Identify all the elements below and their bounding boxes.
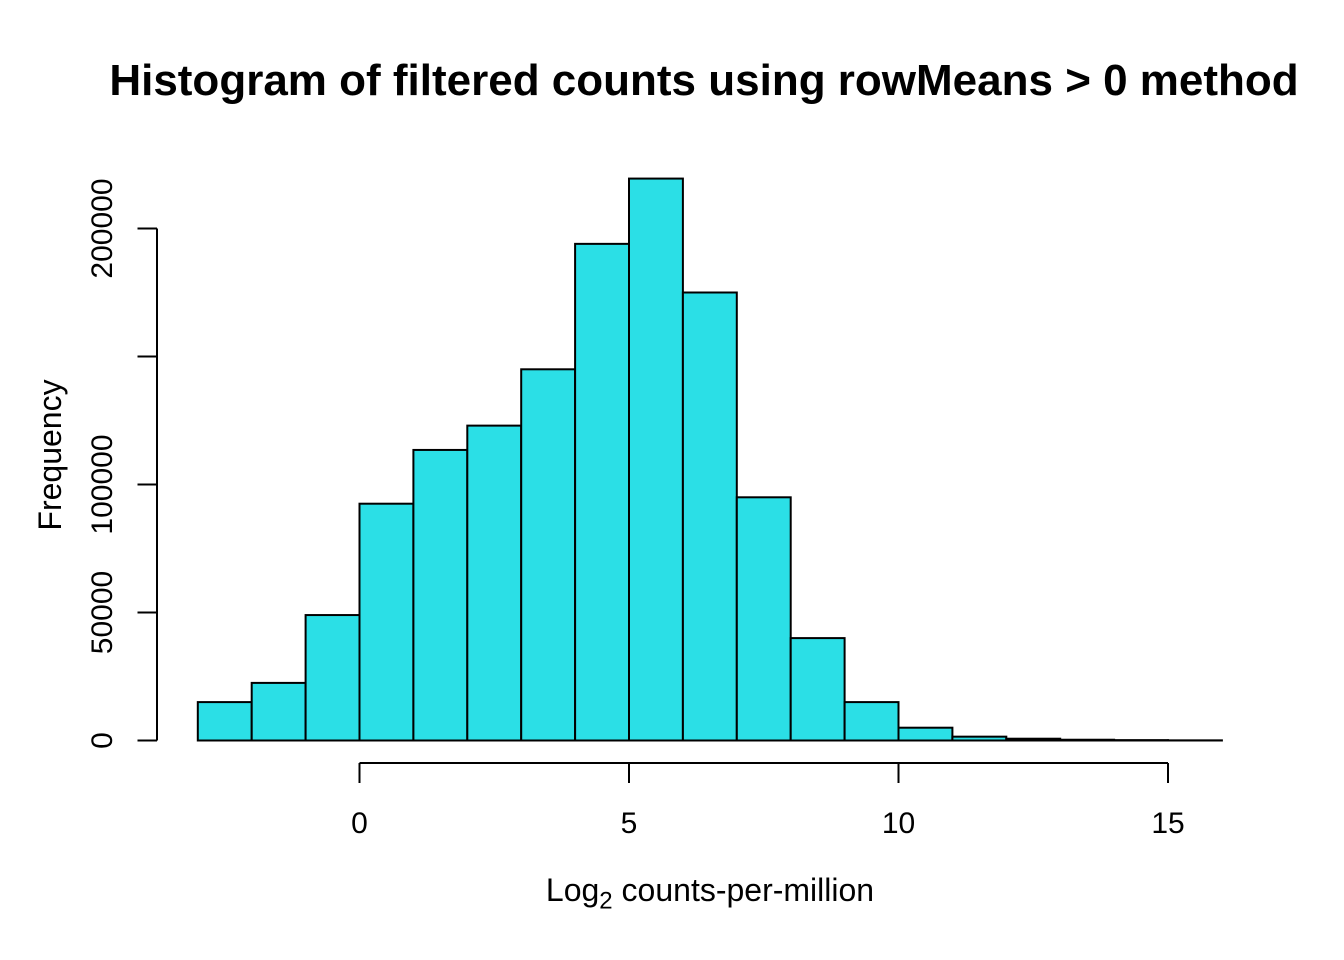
histogram-bar [735,496,792,742]
y-axis-tick-label: 200000 [86,178,119,278]
histogram-bar [196,701,253,742]
histogram-bar [520,368,577,742]
histogram-bar [628,177,684,742]
histogram-bar [681,291,738,742]
y-axis-tick-label: 100000 [86,434,119,534]
x-axis-label-rest: counts-per-million [612,872,875,908]
histogram-bar [304,614,361,742]
x-axis-tick-label: 5 [621,807,638,840]
x-axis-label: Log2 counts-per-million [310,872,1110,915]
histogram-bar [897,726,954,742]
y-axis-tick-label: 50000 [86,571,119,654]
histogram-bar [951,735,1008,742]
histogram-bar [412,448,469,742]
histogram-bar [466,424,523,742]
histogram-bar [250,681,307,742]
histogram-bar [843,701,900,742]
x-axis-label-main: Log [545,872,600,908]
x-axis-label-subscript: 2 [599,887,613,915]
y-axis-tick-label: 0 [86,732,119,749]
x-axis-tick-label: 15 [1151,807,1184,840]
x-axis-tick-label: 10 [882,807,915,840]
y-axis-label: Frequency [32,379,68,530]
x-axis-tick-label: 0 [351,807,368,840]
histogram-bar [574,242,630,742]
histogram-bar [1059,738,1116,742]
histogram-bar [358,502,415,742]
histogram-bar [789,637,846,742]
chart-title: Histogram of filtered counts using rowMe… [109,56,1299,105]
histogram-bar [1005,737,1062,742]
